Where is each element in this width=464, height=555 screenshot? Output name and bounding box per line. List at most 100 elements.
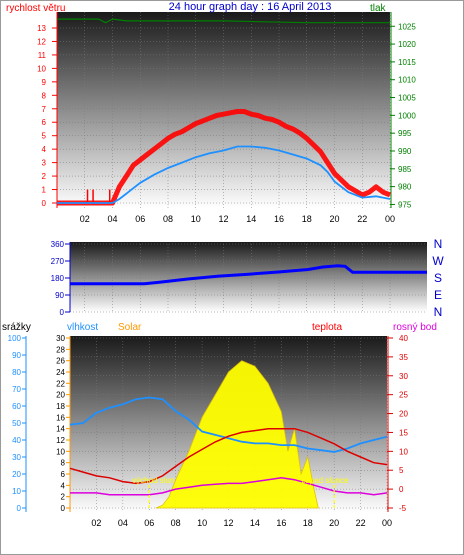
dewpoint-axis-label: rosný bod (393, 322, 437, 333)
temp-y-tick-label: 30 (399, 372, 408, 381)
right-axis-label-pressure: tlak (370, 3, 387, 14)
temp-x-tick-label: 20 (329, 518, 339, 528)
pressure-y-tick-label: 1025 (398, 22, 416, 31)
precip-y-tick-label: 10 (12, 487, 21, 496)
temp-y-tick-label: 10 (399, 447, 408, 456)
solar-axis-label: Solar (118, 322, 142, 333)
humidity-y-tick-label: 8 (61, 459, 66, 468)
chart-title: 24 hour graph day : 16 April 2013 (169, 1, 332, 13)
pressure-y-tick-label: 1015 (398, 58, 416, 67)
wind-y-tick-label: 6 (42, 118, 47, 127)
wind-y-tick-label: 12 (37, 37, 46, 46)
temp-x-tick-label: 16 (276, 518, 286, 528)
direction-compass-label: S (434, 271, 442, 285)
temp-x-tick-label: 04 (118, 518, 128, 528)
direction-compass-label: N (434, 305, 443, 319)
wind-y-tick-label: 4 (42, 145, 47, 154)
left-axis-label-wind: rychlost větru (6, 3, 65, 14)
humidity-y-tick-label: 16 (56, 413, 65, 422)
wind-x-tick-label: 04 (107, 214, 117, 224)
temp-y-tick-label: 40 (399, 334, 408, 343)
direction-compass-label: W (432, 254, 444, 268)
humidity-y-tick-label: 28 (56, 345, 65, 354)
wind-x-tick-label: 16 (274, 214, 284, 224)
precip-y-tick-label: 100 (8, 334, 22, 343)
pressure-y-tick-label: 990 (398, 147, 412, 156)
humidity-y-tick-label: 12 (56, 436, 65, 445)
humidity-y-tick-label: 18 (56, 402, 65, 411)
pressure-y-tick-label: 1010 (398, 76, 416, 85)
wind-x-tick-label: 08 (163, 214, 173, 224)
pressure-y-tick-label: 995 (398, 129, 412, 138)
precip-y-tick-label: 80 (12, 368, 21, 377)
pressure-y-tick-label: 975 (398, 200, 412, 209)
wind-y-tick-label: 11 (38, 51, 47, 60)
wind-direction-series (70, 264, 427, 286)
precip-y-tick-label: 90 (12, 351, 21, 360)
temp-y-tick-label: -5 (399, 504, 407, 513)
humidity-y-tick-label: 4 (61, 481, 66, 490)
wind-x-tick-label: 20 (329, 214, 339, 224)
wind-x-tick-label: 12 (218, 214, 228, 224)
temp-x-tick-label: 02 (91, 518, 101, 528)
temp-y-tick-label: 5 (399, 466, 404, 475)
pressure-y-tick-label: 985 (398, 165, 412, 174)
humidity-y-tick-label: 2 (61, 493, 66, 502)
humidity-y-tick-label: 22 (56, 379, 65, 388)
sunrise-annotation: východ slun (132, 476, 174, 485)
wind-y-tick-label: 5 (42, 132, 47, 141)
temp-x-tick-label: 22 (356, 518, 366, 528)
temp-y-tick-label: 0 (399, 485, 404, 494)
pressure-y-tick-label: 980 (398, 183, 412, 192)
wind-y-tick-label: 7 (42, 105, 47, 114)
precip-y-tick-label: 60 (12, 402, 21, 411)
pressure-y-tick-label: 1005 (398, 94, 416, 103)
humidity-y-tick-label: 20 (56, 391, 65, 400)
precip-y-tick-label: 70 (12, 385, 21, 394)
wind-y-tick-label: 10 (37, 64, 46, 73)
wind-x-tick-label: 06 (135, 214, 145, 224)
humidity-y-tick-label: 24 (56, 368, 65, 377)
sunset-annotation: západ slunce (301, 476, 349, 485)
humidity-y-tick-label: 0 (61, 504, 66, 513)
precip-y-tick-label: 0 (17, 504, 22, 513)
wind-y-tick-label: 2 (42, 172, 47, 181)
temp-x-tick-label: 12 (223, 518, 233, 528)
wind-y-tick-label: 0 (42, 199, 47, 208)
wind-gust-series (57, 109, 391, 206)
temp-x-tick-label: 00 (382, 518, 392, 528)
pressure-series (57, 18, 390, 24)
wind-average-series (57, 145, 391, 204)
precip-y-tick-label: 20 (12, 470, 21, 479)
temp-y-tick-label: 25 (399, 391, 408, 400)
humidity-series (69, 396, 388, 453)
temp-x-tick-label: 06 (144, 518, 154, 528)
wind-x-tick-label: 10 (191, 214, 201, 224)
humidity-y-tick-label: 10 (56, 447, 65, 456)
humidity-y-tick-label: 26 (56, 357, 65, 366)
precip-y-tick-label: 40 (12, 436, 21, 445)
humidity-y-tick-label: 6 (61, 470, 66, 479)
direction-y-tick-label: 270 (51, 257, 65, 266)
pressure-y-tick-label: 1000 (398, 111, 416, 120)
temp-y-tick-label: 15 (399, 428, 408, 437)
temp-x-tick-label: 14 (250, 518, 260, 528)
direction-y-tick-label: 360 (51, 240, 65, 249)
precip-y-tick-label: 50 (12, 419, 21, 428)
wind-direction-panel-background (70, 242, 427, 312)
wind-y-tick-label: 1 (42, 186, 47, 195)
humidity-y-tick-label: 14 (56, 425, 65, 434)
wind-x-tick-label: 18 (302, 214, 312, 224)
humidity-y-tick-label: 30 (56, 334, 65, 343)
humidity-axis-label: vlhkost (67, 322, 98, 333)
wind-y-tick-label: 13 (37, 24, 46, 33)
temp-y-tick-label: 35 (399, 353, 408, 362)
pressure-y-tick-label: 1020 (398, 40, 416, 49)
direction-compass-label: E (434, 288, 442, 302)
precip-y-tick-label: 30 (12, 453, 21, 462)
direction-y-tick-label: 0 (60, 308, 65, 317)
direction-compass-label: N (434, 237, 443, 251)
direction-y-tick-label: 90 (55, 291, 64, 300)
temperature-axis-label: teplota (312, 322, 342, 333)
